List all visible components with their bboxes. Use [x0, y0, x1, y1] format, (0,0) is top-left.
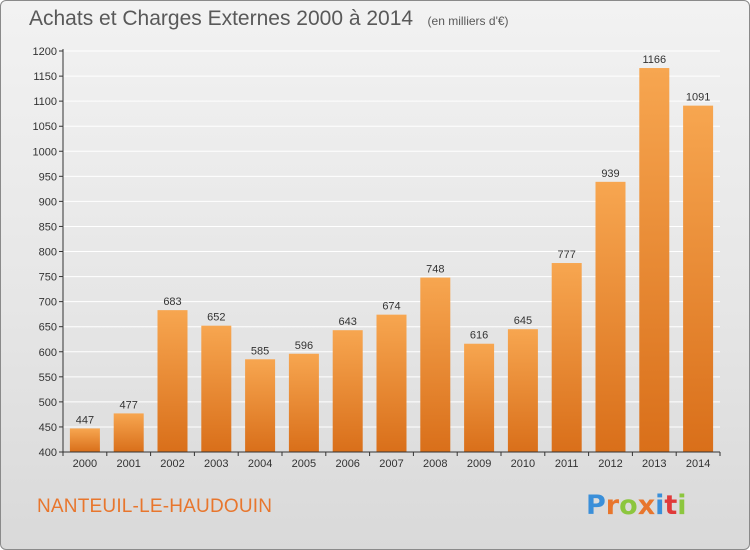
value-label-2001: 477	[120, 399, 138, 411]
town-name: NANTEUIL-LE-HAUDOUIN	[37, 496, 273, 517]
y-tick-label: 700	[39, 297, 57, 309]
bar-2012	[595, 181, 626, 453]
x-tick-label-2006: 2006	[335, 458, 359, 470]
value-label-2011: 777	[558, 249, 576, 261]
x-tick-label-2013: 2013	[642, 458, 666, 470]
value-label-2005: 596	[295, 340, 313, 352]
bar-2005	[288, 353, 319, 452]
bar-2011	[551, 263, 582, 452]
bar-layer	[69, 68, 714, 453]
x-tick-label-2002: 2002	[160, 458, 184, 470]
brand-logo: Proxiti	[586, 490, 687, 521]
y-tick-label: 400	[39, 447, 57, 459]
brand-letter: t	[664, 490, 678, 521]
y-tick-label: 900	[39, 196, 57, 208]
bar-2000	[69, 428, 100, 452]
y-tick-label: 550	[39, 372, 57, 384]
x-tick-label-2009: 2009	[467, 458, 491, 470]
x-tick-label-2004: 2004	[248, 458, 272, 470]
x-tick-label-2012: 2012	[598, 458, 622, 470]
title-row: Achats et Charges Externes 2000 à 2014 (…	[29, 7, 509, 31]
brand-letter: o	[619, 490, 638, 521]
value-label-2012: 939	[601, 168, 619, 180]
axis-layer	[59, 49, 721, 456]
value-label-2008: 748	[426, 264, 444, 276]
y-tick-label: 450	[39, 422, 57, 434]
brand-letter: i	[655, 490, 665, 521]
bar-2014	[683, 105, 714, 452]
y-tick-label: 1000	[33, 146, 57, 158]
y-tick-label: 800	[39, 247, 57, 259]
y-tick-label: 600	[39, 347, 57, 359]
bar-2004	[245, 359, 276, 452]
bar-2007	[376, 314, 407, 452]
chart-subtitle: (en milliers d'€)	[427, 14, 509, 28]
value-label-2000: 447	[76, 414, 94, 426]
y-tick-label: 850	[39, 221, 57, 233]
value-label-2009: 616	[470, 330, 488, 342]
value-label-2014: 1091	[686, 92, 710, 104]
bar-2006	[332, 330, 363, 452]
y-tick-label: 1100	[33, 96, 57, 108]
x-tick-label-2000: 2000	[73, 458, 97, 470]
y-tick-label: 1200	[33, 46, 57, 58]
brand-letter: x	[637, 490, 656, 521]
brand-letter: r	[605, 490, 620, 521]
value-label-2002: 683	[163, 296, 181, 308]
y-tick-label: 650	[39, 322, 57, 334]
y-tick-label: 500	[39, 397, 57, 409]
y-tick-label: 1050	[33, 121, 57, 133]
x-tick-label-2010: 2010	[511, 458, 535, 470]
brand-letter: i	[677, 490, 687, 521]
chart-title: Achats et Charges Externes 2000 à 2014	[29, 7, 414, 30]
value-label-2006: 643	[339, 316, 357, 328]
value-label-2004: 585	[251, 345, 269, 357]
bar-2003	[201, 325, 232, 452]
x-tick-label-2014: 2014	[686, 458, 710, 470]
y-tick-label: 950	[39, 171, 57, 183]
bar-2002	[157, 310, 188, 452]
y-tick-label: 1150	[33, 71, 57, 83]
x-tick-label-2003: 2003	[204, 458, 228, 470]
value-label-2003: 652	[207, 312, 225, 324]
value-label-2013: 1166	[642, 54, 666, 66]
value-label-2010: 645	[514, 315, 532, 327]
x-tick-label-2007: 2007	[379, 458, 403, 470]
bar-2013	[639, 68, 670, 452]
x-tick-label-2008: 2008	[423, 458, 447, 470]
y-tick-label: 750	[39, 272, 57, 284]
brand-letter: P	[586, 490, 606, 521]
x-tick-label-2011: 2011	[555, 458, 579, 470]
bar-2009	[464, 343, 495, 452]
bar-2010	[507, 329, 538, 452]
label-layer: 400 450 500 550 600 650 700 750 800 850 900 950 1000…	[33, 46, 711, 470]
x-tick-label-2005: 2005	[292, 458, 316, 470]
x-tick-label-2001: 2001	[116, 458, 140, 470]
bar-2001	[113, 413, 144, 452]
bar-2008	[420, 277, 451, 452]
value-label-2007: 674	[382, 301, 400, 313]
